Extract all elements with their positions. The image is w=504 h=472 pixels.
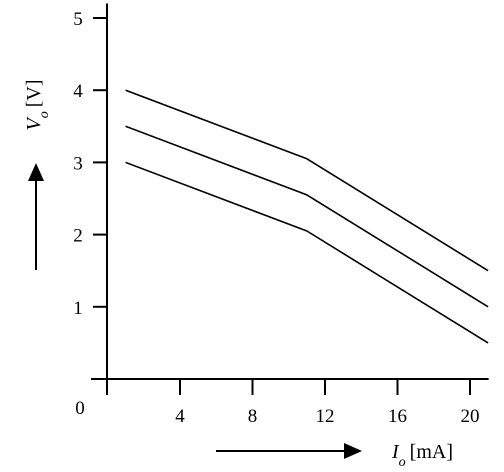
x-axis-label: Io [mA]: [391, 441, 453, 470]
y-tick-label-2: 2: [73, 226, 83, 247]
y-tick-label-1: 1: [73, 298, 83, 319]
x-axis-unit: [mA]: [410, 441, 453, 463]
x-tick-label-20: 20: [461, 406, 480, 427]
x-tick-label-8: 8: [248, 406, 258, 427]
x-tick-label-4: 4: [175, 406, 185, 427]
y-tick-label-3: 3: [73, 153, 83, 174]
y-tick-label-4: 4: [73, 81, 83, 102]
axes: [91, 3, 489, 395]
y-direction-arrow: [28, 163, 44, 270]
series-line-3: [125, 161, 489, 344]
y-axis-symbol: V: [23, 115, 45, 130]
series-line-2: [125, 125, 489, 308]
y-axis-unit: [V]: [23, 80, 45, 108]
x-axis-subscript: o: [399, 455, 406, 470]
x-direction-arrow: [216, 443, 362, 459]
y-axis-subscript: o: [37, 111, 52, 118]
x-tick-label-12: 12: [316, 406, 335, 427]
x-axis-symbol: I: [391, 441, 400, 463]
series-lines: [125, 89, 489, 344]
series-line-1: [125, 89, 489, 272]
y-axis-label: Vo [V]: [23, 80, 52, 131]
x-tick-label-16: 16: [388, 406, 407, 427]
y-tick-label-5: 5: [73, 9, 83, 30]
origin-label: 0: [75, 398, 85, 419]
